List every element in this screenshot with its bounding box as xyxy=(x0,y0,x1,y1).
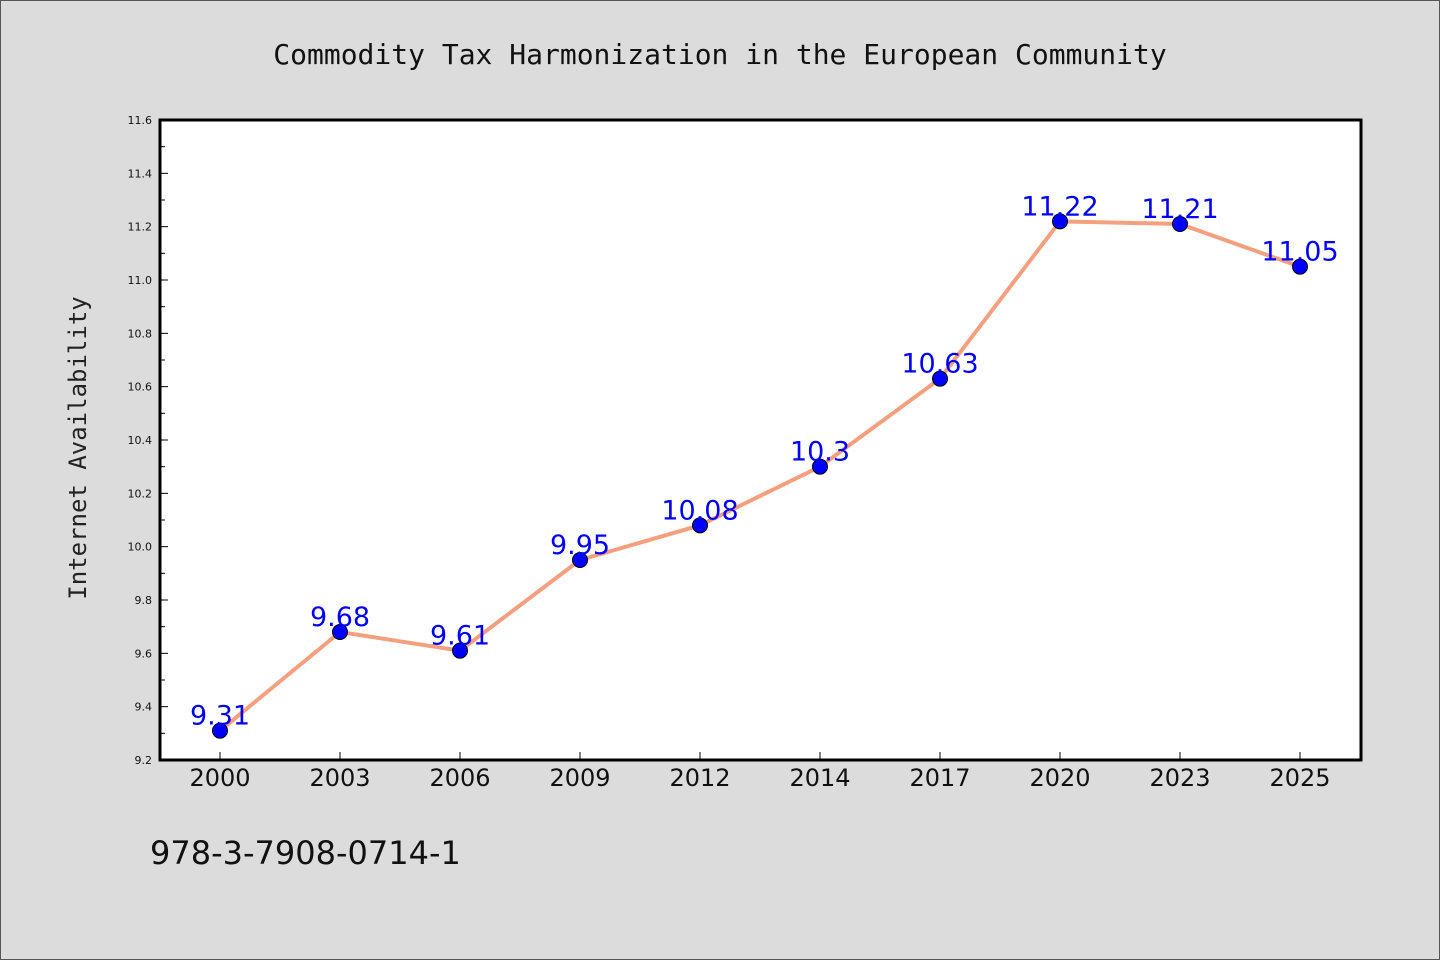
data-point xyxy=(1172,216,1188,232)
data-label: 11.21 xyxy=(1141,194,1218,225)
data-point xyxy=(692,517,708,534)
data-point xyxy=(812,458,828,475)
y-tick-label: 10.2 xyxy=(128,487,153,500)
data-label: 11.05 xyxy=(1261,237,1338,268)
data-label: 11.22 xyxy=(1021,191,1098,222)
x-tick-label: 2014 xyxy=(789,764,850,792)
data-point xyxy=(1052,213,1068,230)
y-tick-label: 9.8 xyxy=(135,594,153,607)
x-tick-label: 2000 xyxy=(189,764,250,792)
data-label: 9.61 xyxy=(430,621,490,652)
x-tick-label: 2017 xyxy=(909,764,970,792)
data-label: 10.08 xyxy=(661,495,738,526)
x-axis: 2000 2003 2006 2009 2012 2014 2017 2020 2023 2025 xyxy=(189,752,1331,792)
series-line xyxy=(218,219,1301,733)
x-tick-label: 2006 xyxy=(429,764,490,792)
data-point xyxy=(332,624,348,640)
y-tick-label: 11.4 xyxy=(128,167,153,180)
plot-area xyxy=(158,118,1363,762)
y-tick-label: 11.6 xyxy=(128,114,153,127)
x-tick-label: 2009 xyxy=(549,764,610,792)
data-point xyxy=(212,722,228,739)
y-tick-label: 10.0 xyxy=(128,541,153,554)
x-tick-label: 2023 xyxy=(1149,764,1210,792)
y-tick-label: 11.0 xyxy=(128,274,153,287)
y-tick-label: 10.6 xyxy=(128,381,153,394)
data-label: 9.68 xyxy=(310,602,370,633)
series-layer: 9.31 9.68 9.61 9.95 10.08 10.3 10.63 11.22 11.21… xyxy=(190,191,1339,739)
y-tick-label: 10.4 xyxy=(128,434,153,447)
y-tick-label: 11.2 xyxy=(128,221,153,234)
data-point xyxy=(572,552,588,568)
data-point xyxy=(932,370,948,387)
x-tick-label: 2003 xyxy=(309,764,370,792)
x-tick-label: 2025 xyxy=(1269,764,1330,792)
data-label: 10.3 xyxy=(790,437,850,468)
data-label: 9.31 xyxy=(190,701,250,732)
isbn-text: 978-3-7908-0714-1 xyxy=(150,834,461,872)
y-tick-label: 9.4 xyxy=(135,701,153,714)
x-tick-label: 2020 xyxy=(1029,764,1090,792)
y-tick-label: 9.6 xyxy=(135,647,153,660)
data-label: 9.95 xyxy=(550,530,610,561)
data-point xyxy=(1292,258,1308,275)
y-tick-label: 9.2 xyxy=(135,754,153,767)
chart-title: Commodity Tax Harmonization in the Europ… xyxy=(273,38,1166,71)
data-label: 10.63 xyxy=(901,349,978,380)
y-axis: 9.2 9.4 9.6 9.8 10.0 10.2 10.4 10.6 10.8 11.0 11.2… xyxy=(128,114,168,767)
data-point xyxy=(452,642,468,659)
x-tick-label: 2012 xyxy=(669,764,730,792)
y-tick-label: 10.8 xyxy=(128,327,153,340)
y-axis-label: Internet Availability xyxy=(64,296,92,599)
